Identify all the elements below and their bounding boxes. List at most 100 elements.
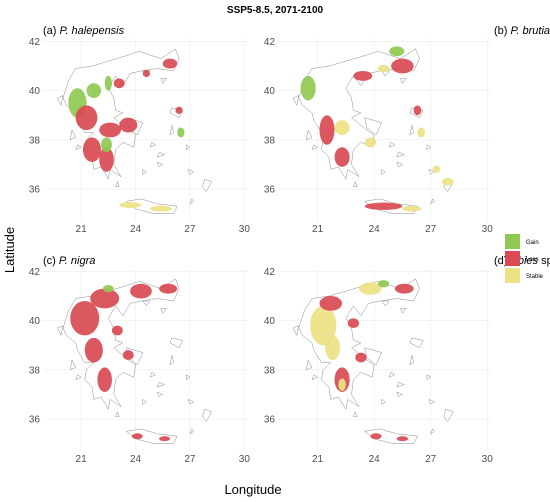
island-outline bbox=[169, 125, 174, 136]
patch-loss bbox=[70, 300, 100, 336]
y-tick-label: 42 bbox=[29, 267, 41, 278]
patch-loss bbox=[159, 283, 178, 294]
y-tick-label: 40 bbox=[264, 86, 276, 97]
y-tick-label: 38 bbox=[29, 135, 41, 146]
patch-loss bbox=[355, 352, 367, 363]
x-tick-label: 27 bbox=[184, 224, 196, 235]
map-panel: 21 24 27 30 36 38 40 42(a) P. halepensis bbox=[29, 25, 250, 235]
y-tick-label: 40 bbox=[264, 316, 276, 327]
patch-stable bbox=[417, 127, 426, 138]
map-panel: 21 24 27 30 36 38 40 42 (b) P. brutia bbox=[264, 25, 550, 235]
panel-title-species: P. brutia bbox=[511, 25, 550, 37]
patch-stable bbox=[119, 202, 141, 208]
patch-loss bbox=[396, 436, 409, 442]
island-outline bbox=[75, 144, 82, 151]
patch-loss bbox=[130, 283, 152, 299]
island-outline bbox=[115, 180, 120, 187]
x-tick-label: 24 bbox=[369, 454, 381, 465]
panel-title: (d) Abies spp. bbox=[494, 255, 550, 267]
island-outline bbox=[142, 300, 151, 307]
patch-stable bbox=[441, 177, 454, 186]
panel-title: (b) P. brutia bbox=[494, 25, 550, 37]
panel-title-suffix: spp. bbox=[538, 255, 550, 267]
patch-loss bbox=[119, 117, 138, 133]
panel-title-species: P. halepensis bbox=[60, 25, 125, 37]
y-tick-label: 40 bbox=[29, 86, 41, 97]
island-outline bbox=[69, 129, 77, 141]
island-outline bbox=[156, 381, 166, 388]
patch-gain bbox=[102, 284, 114, 293]
patch-loss bbox=[113, 78, 125, 89]
island-outline bbox=[443, 408, 454, 422]
y-axis-label: Latitude bbox=[2, 227, 17, 273]
x-tick-label: 30 bbox=[239, 224, 251, 235]
x-tick-label: 21 bbox=[76, 454, 88, 465]
island-outline bbox=[311, 374, 319, 381]
patch-gain bbox=[377, 280, 390, 288]
island-outline bbox=[409, 355, 414, 366]
island-outline bbox=[69, 359, 77, 371]
patch-stable bbox=[334, 120, 350, 135]
y-tick-label: 36 bbox=[29, 415, 41, 426]
island-outline bbox=[381, 300, 390, 307]
patch-loss bbox=[319, 296, 343, 311]
island-outline bbox=[400, 78, 407, 84]
y-tick-label: 36 bbox=[29, 185, 41, 196]
island-outline bbox=[428, 168, 436, 175]
island-outline bbox=[142, 398, 147, 405]
island-outline bbox=[187, 168, 195, 175]
patch-loss bbox=[391, 58, 414, 74]
island-outline bbox=[305, 359, 313, 371]
patch-loss bbox=[353, 70, 373, 81]
patch-loss bbox=[175, 106, 183, 115]
patch-loss bbox=[97, 367, 112, 392]
patch-stable bbox=[150, 205, 172, 212]
x-tick-label: 30 bbox=[482, 454, 494, 465]
figure-title: SSP5-8.5, 2071-2100 bbox=[227, 5, 324, 16]
x-tick-label: 24 bbox=[130, 454, 142, 465]
island-outline bbox=[381, 168, 386, 175]
island-outline bbox=[426, 144, 432, 151]
patch-loss bbox=[159, 436, 170, 442]
island-outline bbox=[388, 141, 396, 148]
legend-label-stable: Stable bbox=[526, 274, 544, 280]
legend-swatch-loss bbox=[505, 251, 520, 266]
patch-stable bbox=[432, 165, 441, 174]
x-tick-label: 24 bbox=[369, 224, 381, 235]
island-outline bbox=[400, 308, 407, 314]
patch-stable bbox=[364, 137, 377, 148]
patch-loss bbox=[131, 433, 143, 440]
patch-gain bbox=[86, 83, 102, 99]
island-outline bbox=[292, 95, 300, 107]
x-tick-label: 21 bbox=[312, 224, 324, 235]
mainland-outline bbox=[298, 48, 420, 180]
x-tick-label: 27 bbox=[425, 454, 437, 465]
patch-loss bbox=[84, 337, 103, 363]
legend-swatch-gain bbox=[505, 234, 520, 249]
island-outline bbox=[115, 410, 120, 417]
patch-loss bbox=[162, 58, 178, 69]
island-outline bbox=[409, 337, 424, 349]
y-tick-label: 40 bbox=[29, 316, 41, 327]
patch-loss bbox=[75, 105, 98, 130]
island-outline bbox=[160, 78, 167, 84]
island-outline bbox=[202, 408, 213, 422]
patch-loss bbox=[111, 325, 123, 336]
patch-loss bbox=[394, 283, 414, 294]
y-tick-label: 38 bbox=[264, 135, 276, 146]
patch-stable bbox=[402, 205, 422, 212]
island-outline bbox=[381, 398, 386, 405]
island-outline bbox=[189, 428, 194, 435]
patch-loss bbox=[413, 105, 422, 116]
island-outline bbox=[57, 325, 64, 337]
patch-loss bbox=[334, 147, 350, 167]
patch-gain bbox=[300, 75, 316, 101]
y-tick-label: 42 bbox=[29, 37, 41, 48]
island-outline bbox=[149, 371, 157, 378]
island-outline bbox=[292, 325, 300, 337]
y-tick-label: 36 bbox=[264, 415, 276, 426]
patch-loss bbox=[82, 137, 102, 162]
panel-title: (a) P. halepensis bbox=[43, 25, 125, 37]
island-outline bbox=[156, 161, 164, 168]
